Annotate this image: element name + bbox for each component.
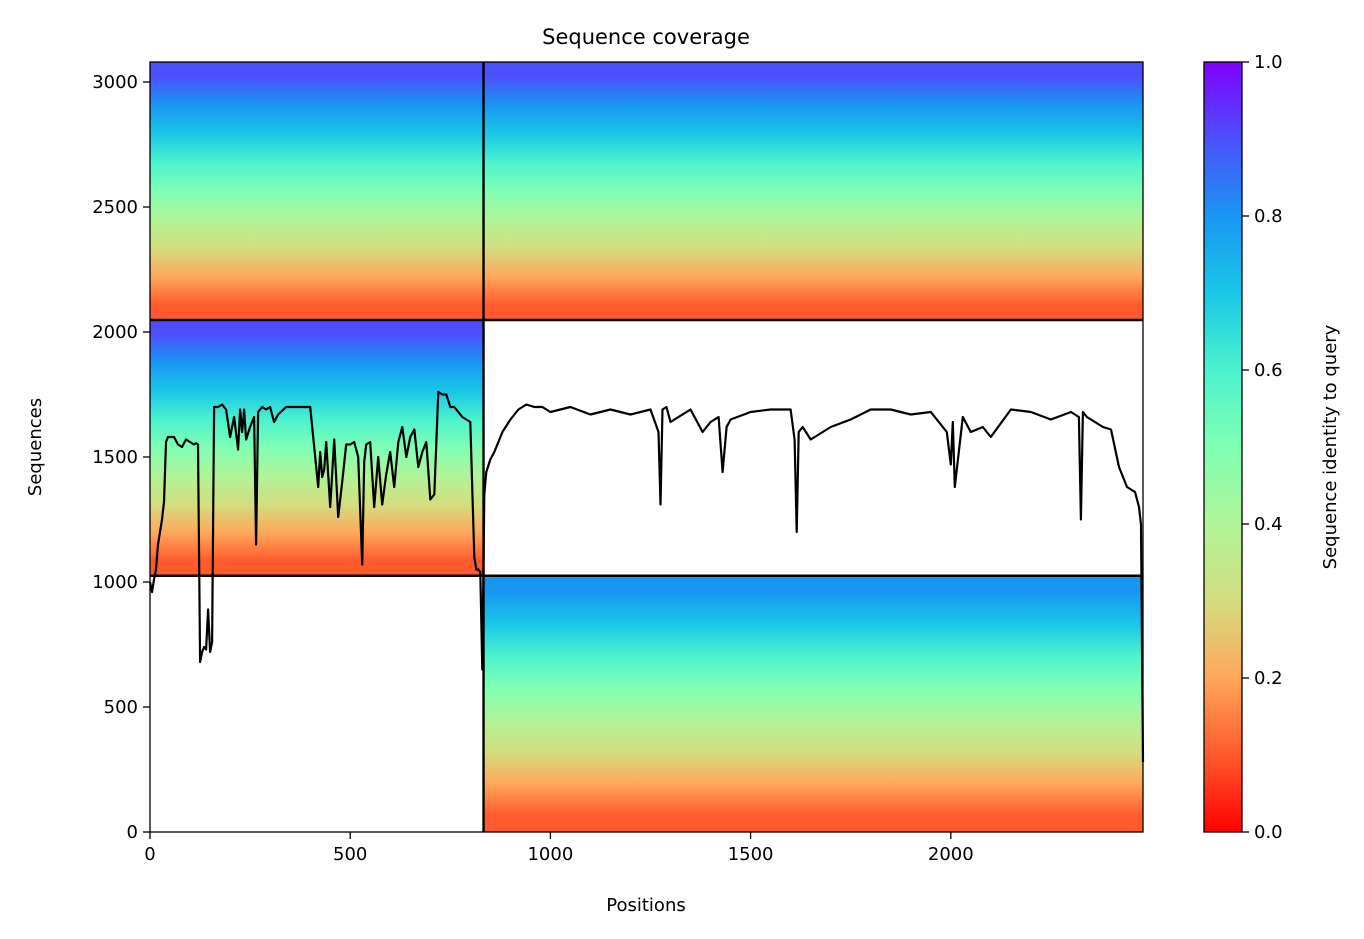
colorbar-tick-label: 0.0 xyxy=(1254,822,1283,843)
y-axis-ticks: 0 500 1000 1500 2000 2500 3000 xyxy=(92,72,150,843)
coverage-block xyxy=(483,575,1143,832)
x-axis-ticks: 0 500 1000 1500 2000 xyxy=(144,832,974,865)
y-tick-label: 0 xyxy=(127,822,138,843)
coverage-blocks xyxy=(150,62,1143,832)
colorbar-label: Sequence identity to query xyxy=(1320,324,1341,569)
x-tick-label: 2000 xyxy=(928,844,974,865)
colorbar-tick-label: 1.0 xyxy=(1254,52,1283,73)
colorbar-tick-label: 0.2 xyxy=(1254,668,1283,689)
y-tick-label: 2000 xyxy=(92,322,138,343)
y-tick-label: 3000 xyxy=(92,72,138,93)
chart-title: Sequence coverage xyxy=(542,25,750,49)
colorbar-tick-label: 0.8 xyxy=(1254,206,1283,227)
colorbar-tick-label: 0.6 xyxy=(1254,360,1283,381)
colorbar xyxy=(1203,61,1243,833)
y-tick-label: 1500 xyxy=(92,447,138,468)
coverage-block xyxy=(483,62,1143,320)
block-boundaries xyxy=(150,62,1143,832)
y-tick-label: 500 xyxy=(104,697,138,718)
coverage-block xyxy=(150,62,484,320)
x-tick-label: 0 xyxy=(144,844,155,865)
y-tick-label: 2500 xyxy=(92,197,138,218)
colorbar-ticks: 0.0 0.2 0.4 0.6 0.8 1.0 xyxy=(1242,52,1283,843)
coverage-block xyxy=(150,320,484,576)
x-axis-label: Positions xyxy=(606,895,685,916)
y-tick-label: 1000 xyxy=(92,572,138,593)
colorbar-tick-label: 0.4 xyxy=(1254,514,1283,535)
coverage-line xyxy=(148,390,1145,763)
x-tick-label: 1000 xyxy=(527,844,573,865)
plot-frame xyxy=(149,61,1144,833)
x-tick-label: 500 xyxy=(333,844,367,865)
y-axis-label: Sequences xyxy=(25,398,46,496)
x-tick-label: 1500 xyxy=(728,844,774,865)
